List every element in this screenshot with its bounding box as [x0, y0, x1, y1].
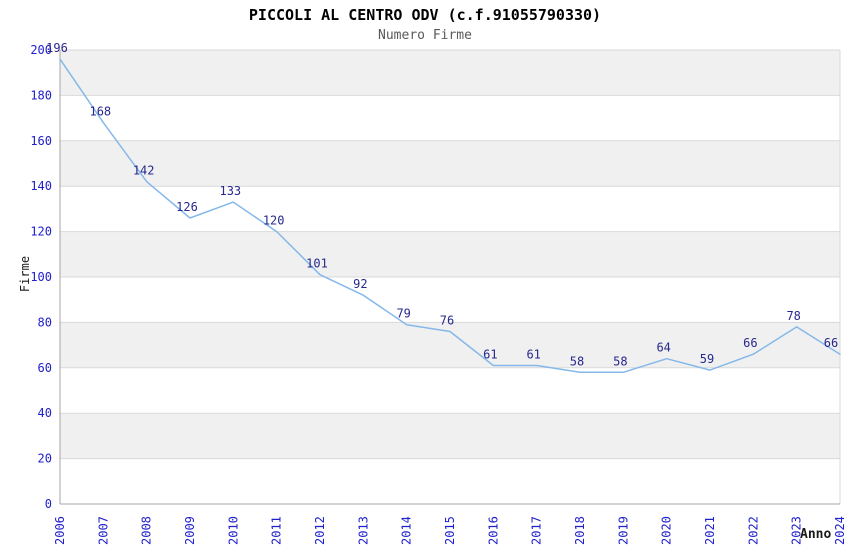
y-tick-label: 60 — [38, 361, 52, 375]
x-axis-title: Anno — [800, 527, 832, 542]
x-tick-label: 2006 — [53, 516, 67, 545]
x-tick-label: 2015 — [443, 516, 457, 545]
x-tick-label: 2019 — [616, 516, 630, 545]
x-tick-label: 2010 — [226, 516, 240, 545]
x-tick-label: 2011 — [270, 516, 284, 545]
data-point-label: 92 — [353, 277, 367, 291]
y-tick-label: 120 — [30, 225, 52, 239]
x-tick-label: 2017 — [530, 516, 544, 545]
y-tick-label: 140 — [30, 179, 52, 193]
x-tick-label: 2012 — [313, 516, 327, 545]
data-point-label: 101 — [306, 257, 328, 271]
data-point-label: 168 — [89, 105, 111, 119]
data-point-label: 78 — [786, 309, 800, 323]
data-point-label: 58 — [613, 354, 627, 368]
data-point-label: 59 — [700, 352, 714, 366]
y-tick-label: 160 — [30, 134, 52, 148]
plot-band — [60, 413, 840, 459]
data-point-label: 58 — [570, 354, 584, 368]
data-point-label: 61 — [526, 348, 540, 362]
data-point-label: 76 — [440, 313, 454, 327]
x-tick-label: 2022 — [746, 516, 760, 545]
x-tick-label: 2007 — [96, 516, 110, 545]
plot-band — [60, 322, 840, 368]
data-point-label: 142 — [133, 164, 155, 178]
data-point-label: 126 — [176, 200, 198, 214]
data-line — [59, 58, 841, 374]
x-tick-label: 2014 — [400, 516, 414, 545]
data-point-label: 79 — [396, 307, 410, 321]
plot-band — [60, 231, 840, 277]
x-tick-label: 2009 — [183, 516, 197, 545]
y-tick-label: 80 — [38, 315, 52, 329]
x-tick-label: 2018 — [573, 516, 587, 545]
x-tick-label: 2024 — [833, 516, 847, 545]
data-point-label: 64 — [656, 341, 670, 355]
data-point-label: 120 — [263, 214, 285, 228]
chart-subtitle: Numero Firme — [378, 28, 472, 43]
data-point-label: 196 — [46, 41, 68, 55]
data-point-label: 66 — [824, 336, 838, 350]
plot-band — [60, 140, 840, 187]
x-tick-label: 2013 — [356, 516, 370, 545]
plot-band — [60, 50, 840, 96]
x-tick-label: 2021 — [703, 516, 717, 545]
chart-title: PICCOLI AL CENTRO ODV (c.f.91055790330) — [248, 6, 602, 24]
data-point-label: 133 — [219, 184, 241, 198]
y-tick-label: 200 — [30, 43, 52, 57]
data-point-label: 61 — [483, 348, 497, 362]
x-tick-label: 2023 — [790, 516, 804, 545]
y-tick-label: 20 — [38, 452, 52, 466]
y-tick-label: 100 — [30, 270, 52, 284]
y-tick-label: 40 — [38, 406, 52, 420]
y-axis-title: Firme — [18, 255, 32, 293]
y-tick-label: 180 — [30, 88, 52, 102]
x-tick-label: 2008 — [140, 516, 154, 545]
y-tick-label: 0 — [45, 497, 52, 511]
data-point-label: 66 — [743, 336, 757, 350]
x-tick-label: 2016 — [486, 516, 500, 545]
x-tick-label: 2020 — [660, 516, 674, 545]
